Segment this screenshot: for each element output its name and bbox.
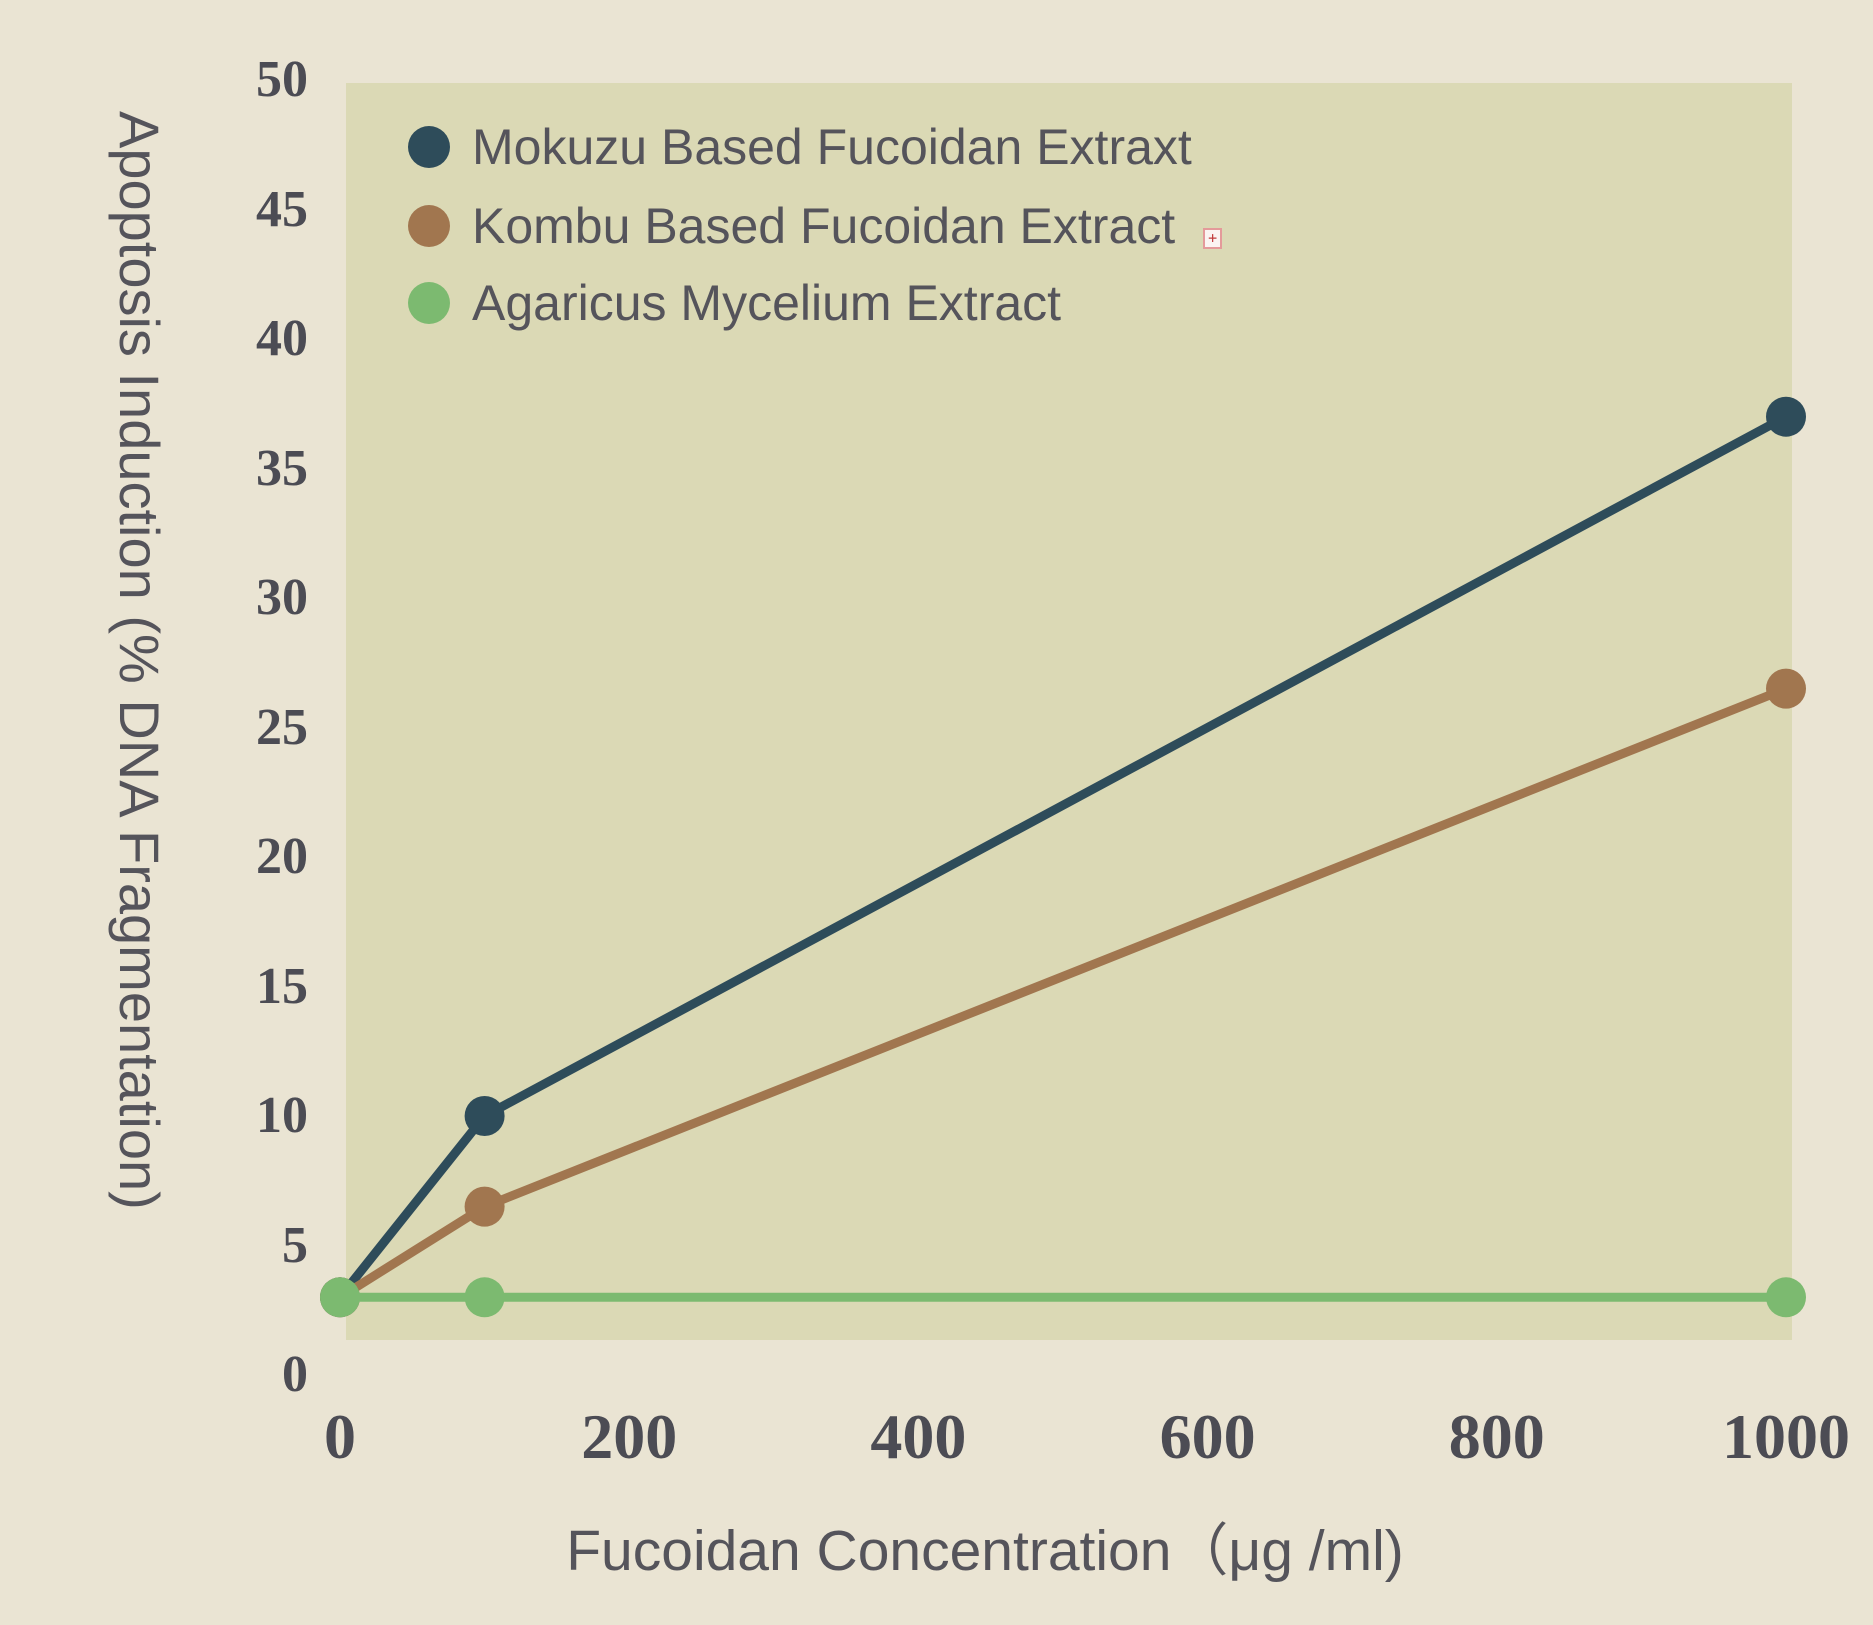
y-tick-label: 10 (256, 1087, 308, 1144)
x-axis-title: Fucoidan Concentration（μg /ml) (566, 1519, 1404, 1583)
legend-item-agaricus: Agaricus Mycelium Extract (408, 273, 1061, 333)
y-tick-label: 20 (256, 828, 308, 885)
y-tick-label: 45 (256, 180, 308, 238)
x-tick-label: 0 (324, 1401, 356, 1472)
y-tick-label: 5 (282, 1216, 308, 1274)
y-tick-label: 25 (256, 698, 308, 756)
y-tick-label: 30 (256, 569, 308, 626)
y-axis-title: Apoptosis Induction (% DNA Fragmentation… (108, 110, 171, 1210)
broken-image-icon: + (1203, 227, 1223, 249)
x-tick-label: 400 (870, 1401, 967, 1472)
legend-label: Kombu Based Fucoidan Extract (472, 198, 1176, 254)
y-tick-label: 15 (256, 957, 308, 1015)
legend-item-kombu: Kombu Based Fucoidan Extract + (408, 196, 1223, 256)
plot-area (346, 83, 1792, 1340)
x-tick-label: 1000 (1722, 1401, 1850, 1472)
legend-item-mokuzu: Mokuzu Based Fucoidan Extraxt (408, 117, 1192, 177)
x-tick-label: 800 (1448, 1401, 1545, 1472)
y-tick-label: 40 (256, 310, 308, 367)
legend-dot-icon (408, 126, 450, 168)
x-tick-label: 600 (1159, 1401, 1256, 1472)
y-tick-label: 35 (256, 439, 308, 497)
y-tick-label: 50 (256, 51, 308, 108)
legend-label: Mokuzu Based Fucoidan Extraxt (472, 119, 1192, 175)
y-tick-label: 0 (282, 1346, 308, 1403)
legend-dot-icon (408, 282, 450, 324)
legend-dot-icon (408, 205, 450, 247)
legend-label: Agaricus Mycelium Extract (472, 275, 1062, 331)
x-tick-label: 200 (581, 1401, 678, 1472)
